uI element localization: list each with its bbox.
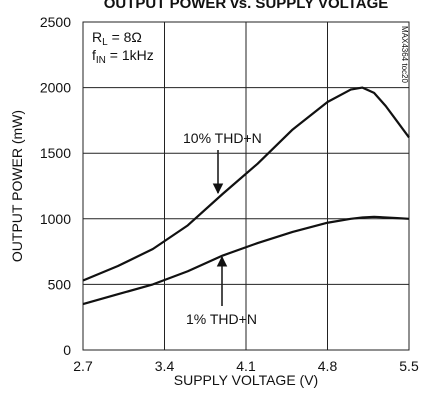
- y-tick-label: 500: [48, 276, 72, 292]
- x-tick-label: 4.1: [236, 358, 256, 374]
- y-tick-label: 1000: [40, 211, 71, 227]
- series-line: [82, 86, 410, 282]
- y-tick-label: 2000: [40, 80, 71, 96]
- x-tick-label: 5.5: [399, 358, 419, 374]
- series-label: 10% THD+N: [183, 130, 262, 146]
- x-tick-label: 3.4: [155, 358, 175, 374]
- chart-title: OUTPUT POWER vs. SUPPLY VOLTAGE: [104, 0, 389, 12]
- x-tick-label: 2.7: [73, 358, 93, 374]
- figure-id: MAX4364 toc20: [400, 26, 409, 83]
- y-tick-label: 0: [63, 342, 71, 358]
- x-tick-label: 4.8: [318, 358, 338, 374]
- y-tick-label: 2500: [40, 14, 71, 30]
- series-line: [82, 215, 410, 306]
- condition: fIN = 1kHz: [92, 47, 154, 66]
- x-axis-label: SUPPLY VOLTAGE (V): [174, 372, 318, 388]
- y-tick-label: 1500: [40, 145, 71, 161]
- condition: RL = 8Ω: [92, 29, 142, 48]
- series-label: 1% THD+N: [186, 311, 257, 327]
- y-axis-label: OUTPUT POWER (mW): [9, 110, 25, 262]
